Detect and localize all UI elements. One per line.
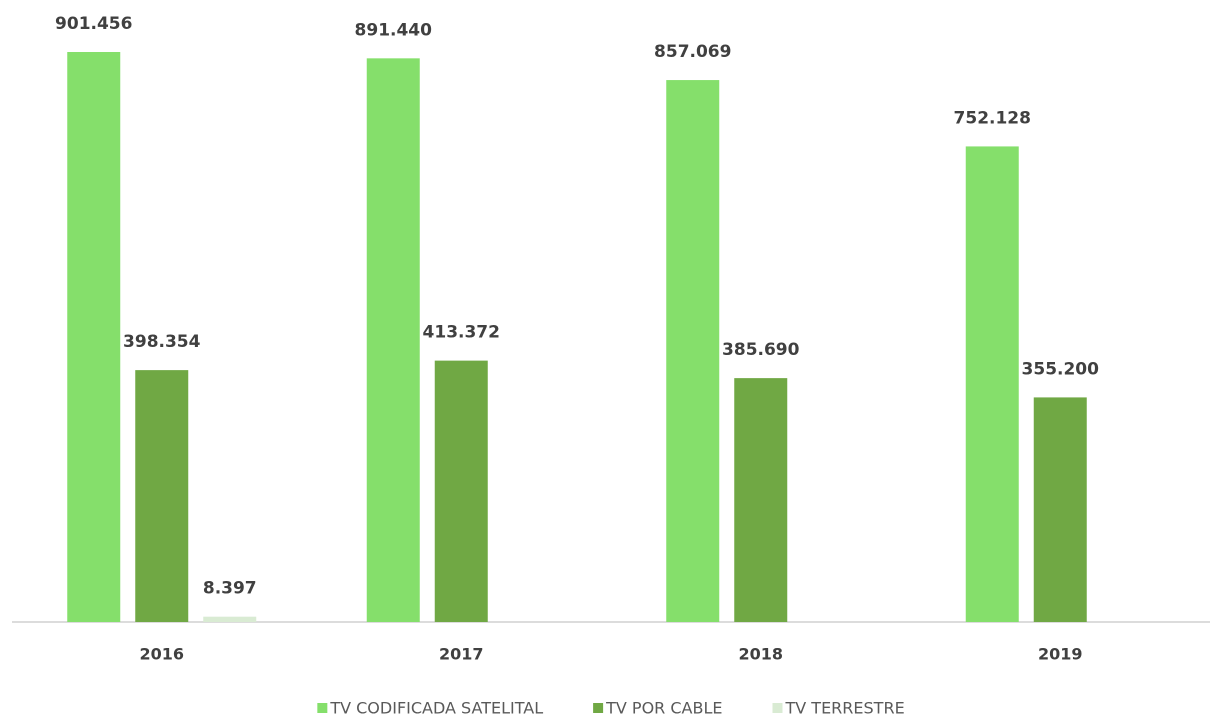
bar: [135, 370, 189, 622]
data-label: 8.397: [203, 579, 257, 599]
bar: [1033, 397, 1087, 622]
x-tick-label: 2019: [1038, 645, 1083, 664]
data-label: 385.690: [722, 340, 800, 360]
data-label: 752.128: [954, 108, 1031, 128]
legend-swatch: [317, 703, 328, 713]
data-label: 413.372: [423, 323, 500, 343]
legend-swatch: [772, 703, 783, 713]
legend-label: TV TERRESTRE: [784, 699, 904, 717]
x-tick-label: 2016: [139, 645, 184, 664]
data-label: 355.200: [1022, 359, 1100, 379]
data-label: 901.456: [55, 14, 132, 34]
bar: [434, 360, 488, 622]
x-tick-label: 2017: [439, 645, 484, 664]
data-label: 891.440: [355, 20, 433, 40]
data-label: 398.354: [123, 332, 201, 352]
legend-label: TV CODIFICADA SATELITAL: [329, 699, 543, 717]
legend-swatch: [593, 703, 604, 713]
bar: [203, 616, 257, 622]
legend-label: TV POR CABLE: [605, 699, 722, 717]
bar: [965, 146, 1019, 623]
bar: [366, 58, 420, 622]
bar: [734, 378, 788, 622]
bar: [666, 80, 720, 623]
bar: [67, 52, 121, 622]
data-label: 857.069: [654, 42, 731, 62]
x-tick-label: 2018: [738, 645, 783, 664]
